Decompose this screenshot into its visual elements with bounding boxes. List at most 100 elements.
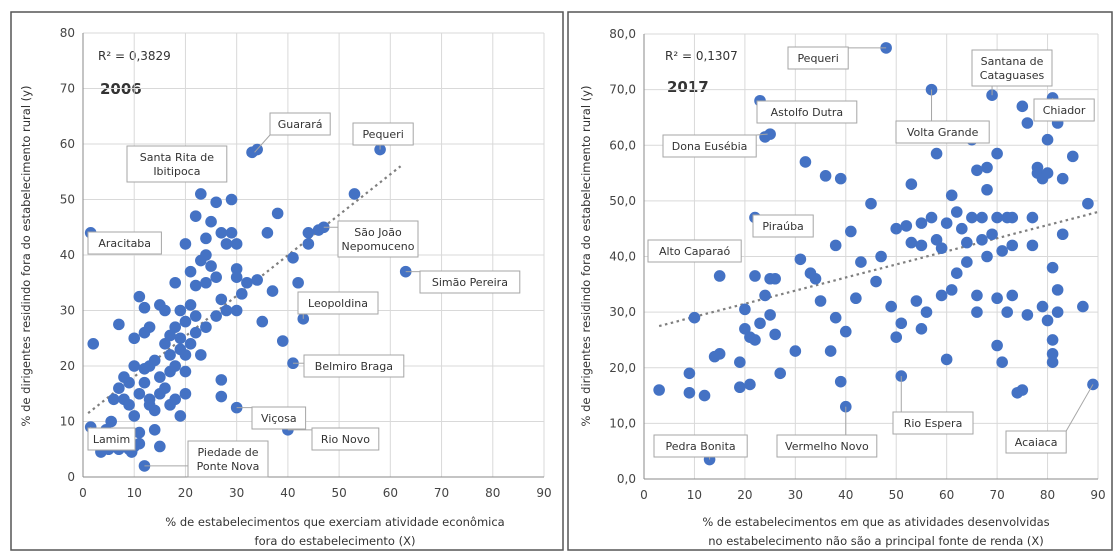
- data-point: [133, 290, 146, 303]
- annotation-callout: Chiador: [1033, 97, 1095, 122]
- callout-box: [653, 434, 748, 458]
- data-point: [184, 265, 197, 278]
- callout-label: Volta Grande: [907, 126, 979, 139]
- data-point: [961, 236, 973, 249]
- y-tick-label: 70,0: [609, 83, 636, 97]
- data-point: [769, 328, 781, 341]
- x-tick-label: 10: [127, 486, 142, 500]
- callout-label: Piedade de: [198, 446, 259, 459]
- data-point: [976, 234, 988, 246]
- y-tick-label: 50: [60, 193, 75, 207]
- data-point: [890, 331, 903, 343]
- callout-label: Lamim: [93, 433, 130, 446]
- data-point: [754, 317, 766, 330]
- data-point: [1036, 300, 1049, 313]
- data-point: [1006, 289, 1019, 302]
- data-point: [169, 276, 181, 289]
- data-point: [900, 220, 913, 232]
- data-point: [205, 215, 217, 228]
- data-point: [885, 300, 897, 313]
- data-point: [940, 217, 953, 229]
- data-point: [1041, 314, 1054, 327]
- data-point: [148, 354, 161, 367]
- data-point: [1066, 150, 1079, 163]
- data-point: [895, 317, 908, 330]
- data-point: [174, 343, 187, 356]
- data-point: [256, 315, 269, 328]
- data-point: [1041, 167, 1054, 179]
- scatter-2006: R² = 0,3829 2006 % de dirigentes residin…: [19, 26, 552, 548]
- callout-label: Alto Caparaó: [659, 245, 731, 258]
- callout-box: [1005, 430, 1067, 454]
- data-point: [971, 306, 983, 318]
- data-point: [123, 399, 135, 411]
- data-point: [128, 410, 141, 422]
- x-tick-label: 80: [485, 486, 500, 500]
- data-point: [950, 267, 963, 279]
- data-point: [200, 232, 212, 245]
- data-point: [794, 253, 807, 266]
- callout-box: [337, 220, 419, 258]
- data-point: [1016, 384, 1029, 396]
- callout-label: Pedra Bonita: [666, 440, 736, 453]
- callout-label: Cataguases: [980, 69, 1045, 82]
- callout-box: [87, 231, 162, 255]
- data-point: [230, 271, 243, 284]
- annotation-callout: Belmiro Braga: [293, 354, 405, 378]
- callout-box: [419, 270, 521, 294]
- data-point: [809, 272, 822, 285]
- x-tick-label: 50: [331, 486, 346, 500]
- data-point: [976, 211, 988, 224]
- callout-label: Piraúba: [762, 220, 803, 233]
- callout-leader: [1065, 384, 1094, 432]
- data-point: [154, 371, 166, 383]
- data-point: [133, 426, 146, 439]
- x-tick-label: 60: [939, 488, 954, 502]
- data-point: [850, 292, 862, 305]
- data-point: [210, 271, 222, 284]
- data-point: [688, 311, 701, 324]
- y-tick-label: 30: [60, 304, 75, 318]
- data-point: [215, 390, 228, 403]
- data-point: [215, 227, 228, 239]
- data-point: [225, 227, 238, 239]
- data-point: [749, 334, 761, 346]
- data-point: [184, 338, 197, 350]
- data-point: [113, 382, 125, 395]
- callout-box: [1033, 98, 1095, 122]
- data-point: [966, 211, 978, 224]
- data-point: [945, 189, 958, 202]
- x-tick-label: 90: [1090, 488, 1105, 502]
- callout-box: [647, 239, 742, 263]
- callout-box: [297, 291, 379, 315]
- data-point: [143, 321, 156, 333]
- data-point: [1046, 261, 1059, 274]
- callout-label: Ibitipoca: [153, 165, 200, 178]
- data-point: [1021, 117, 1034, 129]
- data-point: [865, 197, 877, 210]
- annotation-callout: Aracitaba: [87, 231, 162, 255]
- data-point: [749, 270, 761, 282]
- data-point: [105, 415, 117, 428]
- callout-label: Belmiro Braga: [315, 360, 393, 373]
- chart-frame-left: [10, 11, 564, 551]
- x-tick-label: 0: [640, 488, 648, 502]
- data-point: [1001, 306, 1013, 318]
- data-point: [1051, 306, 1064, 318]
- callout-box: [311, 427, 380, 451]
- data-point: [261, 227, 274, 239]
- data-point: [251, 274, 263, 286]
- year-label: 2017: [667, 78, 709, 96]
- x-tick-label: 10: [687, 488, 702, 502]
- data-point: [759, 289, 771, 302]
- callout-box: [752, 214, 814, 238]
- data-point: [1051, 284, 1064, 296]
- data-point: [935, 289, 948, 302]
- callout-label: Acaiaca: [1015, 436, 1058, 449]
- y-axis-label: % de dirigentes residindo fora do estabe…: [19, 86, 33, 427]
- data-point: [164, 349, 176, 361]
- y-tick-label: 60: [60, 137, 75, 151]
- data-point: [829, 311, 842, 324]
